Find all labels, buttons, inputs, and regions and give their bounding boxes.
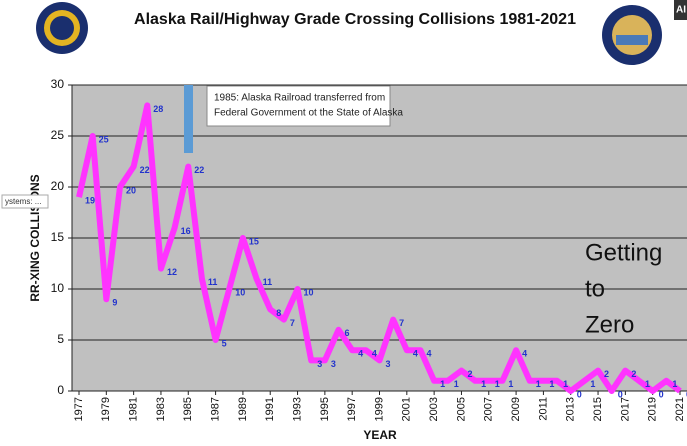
- y-tick-label: 25: [51, 128, 65, 142]
- x-tick-label: 1997: [346, 397, 358, 421]
- data-label: 4: [413, 349, 418, 359]
- x-tick-label: 1987: [209, 397, 221, 421]
- data-label: 7: [399, 318, 404, 328]
- corner-badge-bg: [674, 0, 687, 20]
- x-tick-label: 2001: [401, 397, 413, 421]
- annotation-line: 1985: Alaska Railroad transferred from: [214, 93, 385, 104]
- x-tick-label: 2021: [674, 397, 686, 421]
- data-label: 3: [317, 359, 322, 369]
- y-tick-label: 15: [51, 230, 65, 244]
- data-label: 0: [659, 389, 664, 399]
- annotation-line: Federal Government ot the State of Alask…: [214, 108, 403, 119]
- x-tick-label: 2013: [565, 397, 577, 421]
- data-label: 1: [481, 379, 486, 389]
- data-label: 22: [194, 165, 204, 175]
- x-tick-label: 2019: [647, 397, 659, 421]
- x-tick-label: 2003: [428, 397, 440, 421]
- x-tick-label: 2017: [619, 397, 631, 421]
- x-tick-label: 2007: [483, 397, 495, 421]
- data-label: 25: [99, 134, 109, 144]
- data-label: 1: [440, 379, 445, 389]
- data-line: [76, 102, 682, 394]
- annotation-box: [206, 85, 391, 127]
- data-label: 1: [495, 379, 500, 389]
- x-tick-label: 1985: [182, 397, 194, 421]
- logo-water: [616, 35, 648, 45]
- data-label: 3: [386, 359, 391, 369]
- y-tick-label: 5: [57, 332, 64, 346]
- data-label: 16: [181, 226, 191, 236]
- y-tick-label: 0: [57, 383, 64, 397]
- x-tick-label: 1989: [237, 397, 249, 421]
- x-axis-label: YEAR: [363, 428, 397, 442]
- data-label: 7: [290, 318, 295, 328]
- data-label: 2: [631, 369, 636, 379]
- side-text: Zero: [585, 311, 634, 338]
- data-label: 5: [222, 338, 227, 348]
- data-label: 6: [345, 328, 350, 338]
- data-label: 4: [372, 349, 377, 359]
- x-tick-label: 1981: [128, 397, 140, 421]
- y-tick-label: 20: [51, 179, 65, 193]
- side-text: to: [585, 275, 605, 302]
- x-tick-label: 2011: [537, 397, 549, 421]
- x-tick-label: 2009: [510, 397, 522, 421]
- y-axis-label: RR-XING COLLISIONS: [28, 174, 42, 301]
- data-label: 1: [454, 379, 459, 389]
- data-label: 1: [645, 379, 650, 389]
- y-tick-label: 10: [51, 281, 65, 295]
- x-tick-label: 1979: [100, 397, 112, 421]
- data-label: 10: [304, 287, 314, 297]
- data-label: 9: [112, 298, 117, 308]
- data-label: 1: [672, 379, 677, 389]
- data-label: 0: [577, 389, 582, 399]
- data-label: 0: [618, 389, 623, 399]
- chart-title: Alaska Rail/Highway Grade Crossing Colli…: [134, 11, 576, 28]
- tooltip-text: ystems: ...: [5, 197, 41, 206]
- logo-center: [50, 16, 74, 40]
- data-label: 28: [153, 104, 163, 114]
- data-label: 11: [263, 277, 273, 287]
- data-label: 1: [590, 379, 595, 389]
- data-label: 4: [522, 349, 527, 359]
- x-tick-label: 1977: [73, 397, 85, 421]
- data-label: 15: [249, 236, 259, 246]
- data-label: 4: [358, 349, 363, 359]
- x-tick-label: 1999: [373, 397, 385, 421]
- data-label: 1: [508, 379, 513, 389]
- transfer-marker: [184, 85, 193, 153]
- corner-badge: AI: [676, 5, 686, 16]
- left-logo: [36, 2, 88, 54]
- data-label: 4: [426, 349, 431, 359]
- data-label: 1: [563, 379, 568, 389]
- right-logo: [602, 5, 662, 65]
- data-label: 8: [276, 308, 281, 318]
- y-tick-label: 30: [51, 77, 65, 91]
- x-tick-label: 1995: [319, 397, 331, 421]
- x-tick-label: 2005: [455, 397, 467, 421]
- x-tick-label: 1993: [291, 397, 303, 421]
- data-label: 1: [549, 379, 554, 389]
- x-tick-label: 1983: [155, 397, 167, 421]
- data-label: 3: [331, 359, 336, 369]
- data-label: 10: [235, 287, 245, 297]
- data-label: 1: [536, 379, 541, 389]
- x-tick-label: 1991: [264, 397, 276, 421]
- data-label: 2: [604, 369, 609, 379]
- data-label: 12: [167, 267, 177, 277]
- x-tick-label: 2015: [592, 397, 604, 421]
- data-label: 22: [140, 165, 150, 175]
- data-label: 20: [126, 185, 136, 195]
- side-text: Getting: [585, 239, 662, 266]
- data-label: 11: [208, 277, 218, 287]
- tooltip: [1, 194, 49, 209]
- data-label: 19: [85, 196, 95, 206]
- data-label: 2: [467, 369, 472, 379]
